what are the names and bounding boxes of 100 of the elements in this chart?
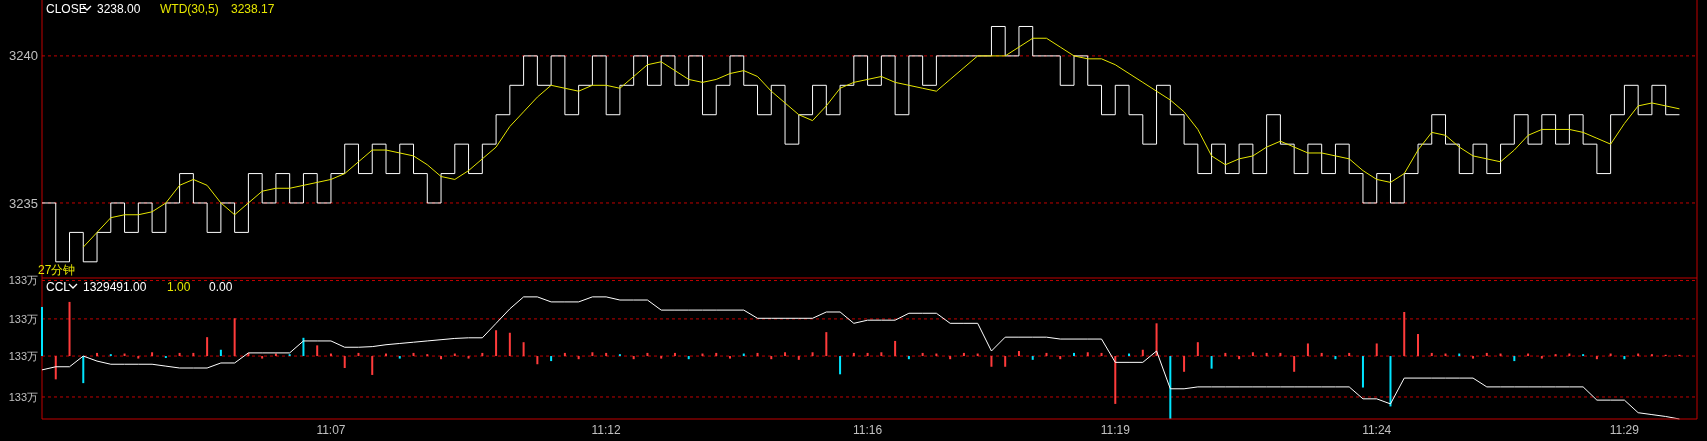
x-tick-label: 11:29 — [1609, 423, 1640, 437]
bar — [550, 356, 553, 362]
bar — [907, 356, 910, 360]
bar — [1540, 356, 1543, 359]
bar — [894, 340, 897, 357]
bar — [178, 352, 181, 357]
text: 1.00 — [167, 280, 191, 294]
x-tick-label: 11:16 — [853, 423, 883, 437]
bar — [1348, 352, 1351, 357]
bar — [1031, 356, 1034, 360]
bar — [495, 330, 498, 357]
bar — [866, 352, 869, 357]
bar — [1306, 343, 1309, 357]
bar — [1045, 352, 1048, 357]
bar — [1485, 352, 1488, 357]
bar — [261, 356, 264, 359]
bar — [921, 352, 924, 357]
bar — [1623, 356, 1626, 360]
bar — [1361, 356, 1364, 388]
bar — [219, 349, 222, 357]
bar — [591, 352, 594, 357]
bar — [1293, 356, 1296, 372]
bar — [1183, 356, 1186, 372]
bar — [508, 332, 511, 357]
bar — [1251, 352, 1254, 357]
text: 133万 — [8, 390, 38, 403]
bar — [1210, 356, 1213, 369]
bar — [467, 356, 470, 359]
bar — [605, 352, 608, 357]
bar — [1265, 352, 1268, 357]
text: 0.00 — [209, 280, 233, 294]
bar — [412, 352, 415, 357]
bar — [481, 352, 484, 357]
bar — [1196, 342, 1199, 357]
bar — [563, 352, 566, 357]
bar — [357, 352, 360, 357]
bar — [1417, 334, 1419, 357]
bar — [1114, 356, 1117, 404]
bar — [1141, 349, 1144, 357]
bar — [673, 352, 676, 357]
bar — [206, 337, 209, 357]
bar — [54, 356, 57, 380]
bar — [852, 352, 855, 357]
bar — [949, 356, 952, 360]
bar — [192, 352, 195, 357]
y-tick-label: 3240 — [9, 48, 38, 64]
bar — [577, 356, 580, 360]
bar — [1430, 352, 1433, 357]
bar — [1334, 356, 1337, 360]
bar — [82, 356, 85, 384]
bar — [1073, 352, 1075, 357]
bar — [687, 356, 690, 360]
bar — [398, 356, 401, 359]
x-tick-label: 11:24 — [1362, 423, 1392, 437]
bar — [233, 318, 236, 357]
bar — [1100, 352, 1103, 357]
bar — [784, 352, 787, 357]
bar — [41, 306, 43, 357]
bar — [137, 356, 140, 359]
bar — [316, 345, 319, 357]
bar — [1017, 351, 1020, 357]
bar — [68, 301, 71, 357]
bar — [1472, 356, 1475, 359]
bar — [715, 352, 718, 357]
bar — [1169, 356, 1172, 419]
bar — [825, 332, 828, 357]
text: 1329491.00 — [83, 280, 147, 294]
bar — [646, 352, 649, 357]
legend-label: CCL — [46, 280, 71, 294]
bar — [1513, 356, 1516, 362]
bar — [536, 356, 539, 365]
bar — [343, 356, 346, 369]
bar — [962, 352, 965, 357]
bar — [1279, 352, 1282, 357]
bar — [880, 352, 883, 357]
bar — [797, 356, 800, 360]
bar — [1389, 356, 1392, 407]
bar — [660, 356, 663, 359]
bar — [522, 342, 525, 357]
bar — [729, 356, 731, 359]
bar — [1595, 356, 1598, 360]
x-tick-label: 11:07 — [316, 423, 346, 437]
bar — [1224, 352, 1227, 357]
text: 133万 — [8, 274, 38, 287]
bar — [1320, 352, 1323, 357]
bar — [371, 356, 374, 375]
bar — [1375, 343, 1378, 357]
bar — [990, 356, 993, 367]
text: 133万 — [8, 349, 38, 362]
bar — [756, 352, 759, 357]
bar — [1403, 311, 1406, 357]
annotation: 3238.00 — [97, 2, 141, 16]
text: WTD(30,5) — [160, 2, 219, 16]
bar — [1059, 356, 1062, 360]
annotation: 3238.17 — [231, 2, 275, 16]
bar — [440, 356, 443, 360]
x-tick-label: 11:19 — [1100, 423, 1131, 437]
bar — [811, 352, 814, 357]
bar — [1238, 356, 1241, 360]
legend-label: CLOSE — [46, 2, 87, 16]
